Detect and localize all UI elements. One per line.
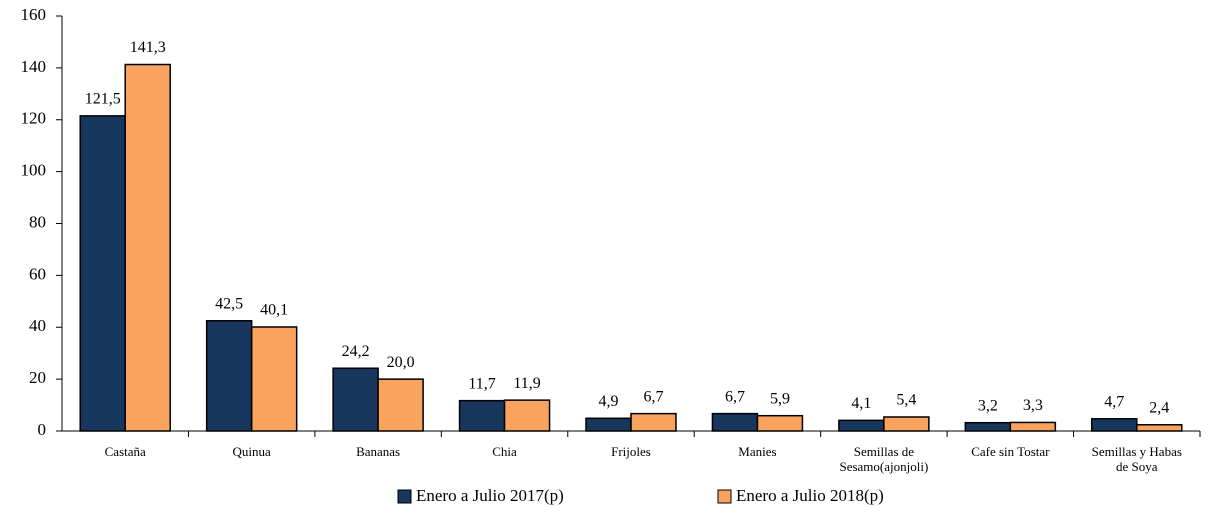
legend-label: Enero a Julio 2017(p) [416,486,564,505]
y-tick-label: 40 [29,316,46,335]
legend-swatch [717,489,732,504]
value-label: 3,3 [1023,397,1043,414]
x-tick-label: Bananas [356,444,400,459]
bar [1091,418,1138,432]
bar [250,326,298,432]
legend-label: Enero a Julio 2018(p) [736,486,884,505]
x-tick-label: Semillas de [854,444,915,459]
value-label: 42,5 [215,295,243,312]
value-label: 11,9 [513,375,540,392]
y-tick-label: 120 [21,109,47,128]
y-tick-label: 80 [29,212,46,231]
bar [377,378,424,432]
bar [124,63,171,432]
bar [756,414,804,432]
bar [711,412,759,432]
x-tick-label: Castaña [105,444,146,459]
y-tick-label: 60 [29,264,46,283]
value-label: 20,0 [387,354,415,371]
x-tick-label: Semillas y Habas [1092,444,1182,459]
x-tick-label: Cafe sin Tostar [971,444,1050,459]
bar [79,115,126,432]
value-label: 40,1 [260,302,288,319]
y-tick-label: 140 [21,57,47,76]
y-tick-label: 20 [29,368,46,387]
value-label: 5,4 [896,392,916,409]
bar [1136,424,1183,432]
x-tick-label: Quinua [233,444,272,459]
bar [838,419,885,432]
x-tick-label: Manies [738,444,776,459]
x-tick-label: Frijoles [611,444,651,459]
value-label: 11,7 [468,375,495,392]
value-label: 3,2 [978,397,998,414]
value-label: 4,1 [851,395,871,412]
value-label: 4,7 [1104,393,1124,410]
bar [630,412,677,432]
x-tick-label: Chia [492,444,517,459]
value-label: 5,9 [770,390,790,407]
bar [458,399,506,432]
bar [883,416,930,432]
x-tick-label: de Soya [1116,459,1158,474]
bar [503,399,551,432]
value-label: 141,3 [130,39,166,56]
y-tick-label: 160 [21,5,47,24]
legend-swatch [397,489,412,504]
value-label: 121,5 [85,91,121,108]
value-label: 4,9 [599,393,619,410]
x-tick-label: Sesamo(ajonjoli) [839,459,928,474]
value-label: 6,7 [644,388,664,405]
y-tick-label: 0 [38,420,47,439]
bar [205,320,253,432]
value-label: 24,2 [342,343,370,360]
bar [1009,421,1057,432]
value-label: 2,4 [1149,399,1169,416]
bar [585,417,632,432]
bar [332,367,379,432]
value-label: 6,7 [725,388,745,405]
y-tick-label: 100 [21,161,47,180]
bar [964,421,1012,432]
